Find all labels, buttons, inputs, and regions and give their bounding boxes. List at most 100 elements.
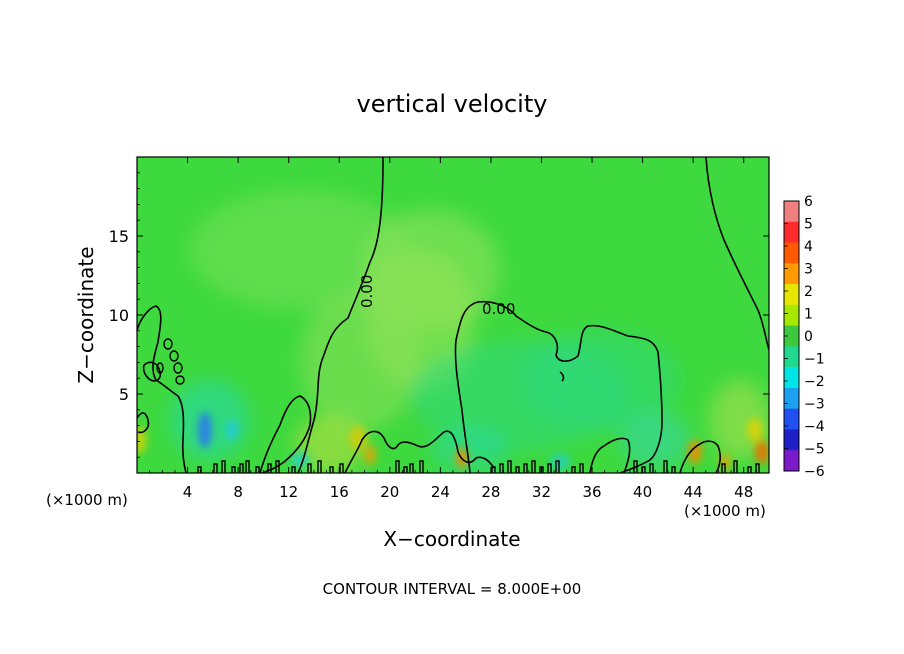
field-blob	[350, 426, 366, 450]
contour-line	[679, 440, 721, 473]
contour-label: 0.00	[358, 275, 376, 308]
contour-loop	[555, 460, 560, 473]
velocity-field	[137, 190, 769, 473]
x-unit-left: (×1000 m)	[46, 491, 128, 509]
colorbar-swatch	[784, 263, 799, 285]
field-blob	[295, 415, 365, 473]
contour-loop	[747, 466, 752, 473]
contour-line	[137, 412, 150, 434]
x-tick-label: 36	[582, 483, 601, 501]
field-blob	[198, 412, 212, 448]
colorbar-swatch	[784, 221, 799, 243]
contour-line	[589, 437, 631, 473]
contour-loop	[499, 463, 504, 473]
contour-loop	[291, 466, 296, 473]
contour-loop	[571, 466, 576, 473]
x-tick-label: 40	[633, 483, 652, 501]
contour-loop	[339, 463, 344, 473]
colorbar-swatch	[784, 367, 799, 389]
contour-line	[705, 157, 769, 351]
colorbar-swatch	[784, 387, 799, 409]
x-tick-label: 8	[233, 483, 243, 501]
contour-loop	[213, 463, 218, 473]
contour-loop	[317, 460, 322, 473]
field-blob	[300, 290, 420, 430]
contour-line	[559, 371, 565, 382]
contour-loop	[221, 460, 226, 473]
contour-loop	[403, 466, 408, 473]
field-blob	[755, 440, 769, 464]
colorbar-label: 1	[804, 307, 813, 323]
x-tick-label: 16	[330, 483, 349, 501]
footer-note: CONTOUR INTERVAL = 8.000E+00	[323, 580, 582, 598]
contour-loop	[733, 460, 738, 473]
colorbar-label: −6	[804, 464, 825, 480]
colorbar-label: 0	[804, 329, 813, 345]
colorbar-label: −5	[804, 442, 825, 458]
contour-loop	[641, 466, 646, 473]
colorbar-swatch	[784, 201, 799, 223]
y-tick-label: 15	[109, 227, 129, 246]
x-tick-label: 24	[431, 483, 450, 501]
x-unit-right: (×1000 m)	[684, 502, 766, 520]
y-tick-label: 5	[119, 385, 129, 404]
contour-loop	[633, 460, 638, 473]
contour-line	[454, 300, 663, 473]
contour-loop	[409, 463, 414, 473]
contour-loop	[547, 463, 552, 473]
colorbar-swatch	[784, 346, 799, 368]
colorbar-swatch	[784, 325, 799, 347]
contour-loop	[173, 362, 183, 374]
contour-loop	[531, 460, 536, 473]
contour-loop	[579, 463, 584, 473]
field-blob	[520, 330, 680, 430]
colorbar-label: 6	[804, 194, 813, 210]
colorbar: 6 5 4 3 2 1 0 −1 −2 −3 −4 −5 −6	[783, 194, 825, 480]
contour-loop	[329, 466, 334, 473]
contour-loop	[395, 460, 400, 473]
colorbar-swatch	[784, 429, 799, 451]
contour-loop	[169, 350, 179, 362]
y-axis-label: Z−coordinate	[74, 246, 98, 383]
field-blob	[620, 412, 690, 468]
chart-title: vertical velocity	[357, 90, 548, 118]
field-blob	[364, 445, 376, 465]
colorbar-label: 4	[804, 239, 813, 255]
field-blob	[747, 418, 763, 442]
contour-loop	[663, 460, 668, 473]
contour-loop	[175, 375, 185, 385]
contour-line	[142, 361, 162, 382]
x-tick-label: 12	[279, 483, 298, 501]
colorbar-label: 2	[804, 284, 813, 300]
x-tick-label: 32	[532, 483, 551, 501]
contour-label: 0.00	[482, 300, 515, 318]
colorbar-swatch	[784, 408, 799, 430]
colorbar-swatch	[784, 450, 799, 472]
colorbar-swatch	[784, 284, 799, 306]
x-axis-label: X−coordinate	[383, 527, 520, 551]
colorbar-label: −3	[804, 397, 825, 413]
contour-loop	[255, 466, 260, 473]
colorbar-label: −2	[804, 374, 825, 390]
contour-loop	[163, 338, 173, 350]
contour-loop	[649, 463, 654, 473]
contour-loop	[419, 460, 424, 473]
contour-loop	[231, 466, 236, 473]
colorbar-label: 5	[804, 217, 813, 233]
contour-loop	[197, 466, 202, 473]
contour-loop	[507, 460, 512, 473]
contour-loop	[491, 466, 496, 473]
plot-area: 0.00 0.00	[137, 157, 769, 473]
colorbar-label: −4	[804, 419, 825, 435]
y-tick-label: 10	[109, 306, 129, 325]
contour-loop	[523, 463, 528, 473]
contour-loop	[267, 463, 272, 473]
contour-loop	[307, 463, 312, 473]
contour-loop	[671, 466, 676, 473]
colorbar-label: 3	[804, 262, 813, 278]
contour-loop	[721, 463, 726, 473]
colorbar-swatch	[784, 304, 799, 326]
contour-loop	[755, 463, 760, 473]
contour-loop	[239, 463, 244, 473]
